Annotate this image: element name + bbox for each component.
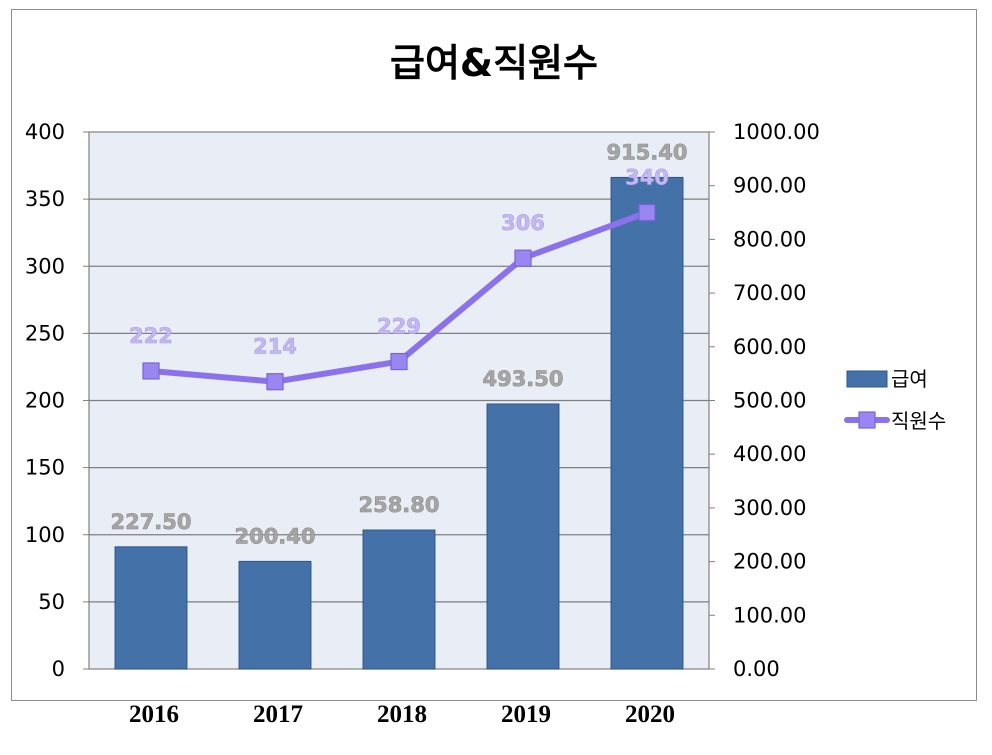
line-marker [638,203,656,222]
legend: 급여 직원수 [844,367,946,433]
legend-label-bar: 급여 [891,367,928,391]
right-tick-label: 1000.00 [733,120,820,144]
bar-data-labels: 227.50 200.40 258.80 493.50 915.40 [110,140,688,549]
legend-label-line: 직원수 [891,409,946,433]
right-tick-label: 600.00 [733,335,806,359]
x-tick-label: 2020 [625,701,675,728]
bar [238,560,312,670]
bar-data-label: 258.80 [358,493,439,517]
right-tick-label: 800.00 [733,227,806,251]
left-tick-label: 50 [38,590,65,614]
right-tick-label: 100.00 [733,603,806,627]
x-tick-label: 2017 [253,701,303,728]
x-axis-ticks: 2016 2017 2018 2019 2020 [129,701,675,728]
legend-marker [858,411,876,429]
right-tick-label: 400.00 [733,442,806,466]
bar-data-label: 493.50 [482,367,563,391]
left-tick-label: 0 [52,657,65,681]
left-tick-label: 300 [25,254,65,278]
x-tick-label: 2016 [129,701,179,728]
line-series [142,203,656,391]
left-axis-ticks: 0 50 100 150 200 250 300 350 400 [25,120,89,681]
right-tick-label: 500.00 [733,389,806,413]
line-data-label: 214 [253,335,297,359]
left-tick-label: 150 [25,456,65,480]
line-marker [514,249,532,267]
x-tick-label: 2019 [501,701,551,728]
bar-data-label: 915.40 [606,140,687,164]
right-tick-label: 900.00 [733,174,806,198]
bar-data-label: 227.50 [110,510,191,534]
line-marker [266,373,284,391]
right-tick-label: 0.00 [733,657,780,681]
bar [362,529,436,670]
bar-series [114,176,684,670]
left-tick-label: 200 [25,389,65,413]
line-data-label: 222 [129,324,173,348]
chart-title: 급여&직원수 [390,41,598,85]
left-tick-label: 350 [25,187,65,211]
line-marker [142,362,160,380]
line-data-labels: 222 214 229 306 340 [129,165,669,359]
left-tick-label: 100 [25,523,65,547]
bar [610,176,684,670]
x-tick-label: 2018 [377,701,427,728]
line-data-label: 340 [625,166,669,190]
legend-swatch-bar [846,370,888,388]
bar [114,546,188,670]
left-tick-label: 250 [25,321,65,345]
right-tick-label: 300.00 [733,496,806,520]
right-tick-label: 700.00 [733,281,806,305]
bar-data-label: 200.40 [234,524,315,548]
line-data-label: 229 [377,315,421,339]
right-axis-ticks: 0.00 100.00 200.00 300.00 400.00 500.00 600.00… [709,120,820,681]
right-tick-label: 200.00 [733,550,806,574]
line-data-label: 306 [501,211,545,235]
line-marker [390,352,408,371]
bar [486,403,560,670]
left-tick-label: 400 [25,120,65,144]
